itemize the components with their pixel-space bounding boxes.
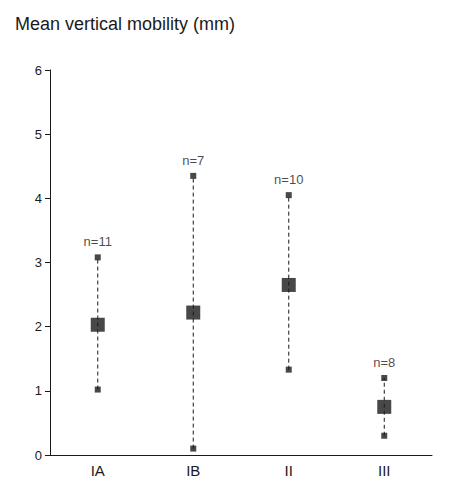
svg-text:Mean vertical mobility (mm): Mean vertical mobility (mm) [15, 14, 235, 34]
svg-text:III: III [378, 462, 391, 479]
svg-text:6: 6 [35, 63, 42, 78]
svg-text:0: 0 [35, 448, 42, 463]
svg-text:n=8: n=8 [373, 355, 395, 370]
svg-text:II: II [285, 462, 293, 479]
svg-text:1: 1 [35, 383, 42, 398]
svg-text:IB: IB [186, 462, 200, 479]
svg-text:4: 4 [35, 191, 42, 206]
svg-text:n=10: n=10 [274, 172, 303, 187]
svg-text:n=11: n=11 [84, 234, 112, 249]
svg-text:IA: IA [91, 462, 105, 479]
svg-text:n=7: n=7 [182, 153, 204, 168]
svg-text:3: 3 [35, 255, 42, 270]
svg-text:2: 2 [35, 319, 42, 334]
svg-text:5: 5 [35, 127, 42, 142]
